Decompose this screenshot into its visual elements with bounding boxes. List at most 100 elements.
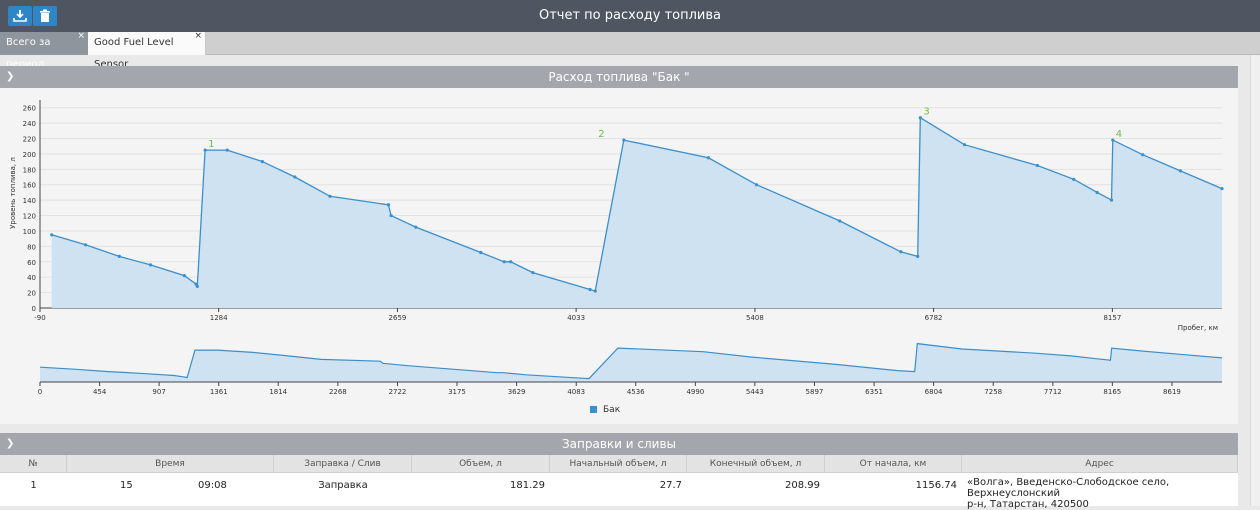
- overview-x-tick-label: 6804: [925, 388, 943, 396]
- data-point: [1035, 163, 1039, 168]
- data-point: [1109, 198, 1114, 202]
- window-title: Отчет по расходу топлива: [538, 8, 721, 23]
- data-point: [1111, 138, 1115, 142]
- data-point: [203, 148, 207, 152]
- cell-end-volume: 208.99: [785, 480, 820, 491]
- fuel-section-header[interactable]: ❯ Расход топлива "Бак ": [0, 66, 1238, 88]
- y-tick-label: 20: [27, 290, 36, 298]
- col-header-from-start[interactable]: От начала, км: [825, 455, 962, 473]
- data-point: [531, 270, 535, 275]
- tab-fuel-sensor[interactable]: Good Fuel Level Sensor ×: [88, 31, 206, 70]
- overview-x-tick-label: 6351: [865, 388, 883, 396]
- x-tick-label: 2659: [389, 314, 407, 322]
- overview-x-tick-label: 1361: [210, 388, 228, 396]
- overview-x-tick-label: 3629: [508, 388, 526, 396]
- chart-legend[interactable]: Бак: [590, 405, 620, 415]
- close-icon[interactable]: ×: [194, 31, 202, 41]
- col-header-type[interactable]: Заправка / Слив: [274, 455, 412, 473]
- overview-x-tick-label: 2268: [329, 388, 347, 396]
- col-header-address[interactable]: Адрес: [962, 455, 1238, 473]
- chevron-down-icon[interactable]: ❯: [6, 438, 15, 449]
- events-section-header[interactable]: ❯ Заправки и сливы: [0, 433, 1238, 455]
- y-axis-label: Уровень топлива, л: [9, 157, 17, 229]
- overview-x-tick-label: 4536: [627, 388, 645, 396]
- data-point: [962, 143, 967, 147]
- cell-number: 1: [30, 480, 37, 491]
- tab-total-period[interactable]: Всего за период ×: [0, 31, 88, 70]
- overview-line: [39, 342, 1223, 380]
- y-tick-label: 160: [23, 182, 36, 190]
- col-header-time[interactable]: Время: [67, 455, 274, 473]
- legend-swatch: [590, 406, 597, 413]
- col-header-start-volume[interactable]: Начальный объем, л: [550, 455, 687, 473]
- delete-button[interactable]: [33, 6, 57, 26]
- data-point: [1072, 177, 1076, 181]
- fuel-area: [51, 117, 1223, 308]
- download-button[interactable]: [8, 6, 32, 26]
- overview-x-tick-label: 8165: [1103, 388, 1121, 396]
- overview-x-tick-label: 1814: [269, 388, 287, 396]
- y-tick-label: 140: [23, 197, 36, 205]
- x-tick-label: 5408: [746, 314, 764, 322]
- data-point: [509, 260, 513, 264]
- x-tick-label: -90: [34, 314, 45, 322]
- x-tick-label: 6782: [925, 314, 943, 322]
- refuel-marker-label: 2: [598, 129, 604, 140]
- trash-icon: [40, 9, 50, 22]
- chevron-down-icon[interactable]: ❯: [6, 71, 15, 82]
- data-point: [389, 213, 393, 218]
- data-point: [50, 233, 54, 237]
- address-line-2: р-н, Татарстан, 420500: [967, 499, 1089, 510]
- data-point: [148, 263, 153, 267]
- data-point: [593, 289, 597, 293]
- cell-from-start: 1156.74: [915, 480, 957, 491]
- data-point: [1141, 153, 1145, 157]
- overview-x-tick-label: 8619: [1163, 388, 1181, 396]
- cell-time-clock: 09:08: [198, 480, 227, 491]
- y-axis-ticks: 0 20 40 60 80 100 120 140 160 180 200 220 240 260: [23, 105, 36, 313]
- overview-x-tick-label: 7258: [984, 388, 1002, 396]
- events-section-title: Заправки и сливы: [561, 437, 677, 451]
- address-line-1: «Волга», Введенско-Слободское село, Верх…: [967, 477, 1170, 499]
- data-point: [754, 183, 759, 187]
- y-tick-label: 80: [27, 243, 36, 251]
- cell-start-volume: 27.7: [659, 480, 682, 491]
- data-point: [622, 138, 626, 142]
- legend-label: Бак: [603, 405, 621, 415]
- data-point: [706, 156, 710, 160]
- overview-x-tick-label: 3175: [448, 388, 466, 396]
- vertical-scrollbar[interactable]: [1250, 55, 1260, 506]
- data-point: [838, 219, 842, 223]
- col-header-number[interactable]: №: [0, 455, 67, 473]
- data-point: [588, 287, 592, 292]
- data-point: [260, 160, 264, 164]
- data-point: [1220, 186, 1224, 191]
- data-point: [182, 274, 186, 278]
- refuel-markers: 1 2 3 4: [50, 107, 1224, 293]
- col-header-end-volume[interactable]: Конечный объем, л: [687, 455, 825, 473]
- y-tick-label: 180: [23, 166, 36, 174]
- overview-x-tick-label: 5443: [746, 388, 764, 396]
- overview-x-tick-label: 454: [93, 388, 107, 396]
- refuel-marker-label: 3: [923, 107, 929, 118]
- fuel-section-title: Расход топлива "Бак ": [548, 70, 690, 84]
- col-header-volume[interactable]: Объем, л: [412, 455, 550, 473]
- tab-bar: Всего за период × Good Fuel Level Sensor…: [0, 31, 1260, 70]
- y-tick-label: 120: [23, 213, 36, 221]
- cell-address: «Волга», Введенско-Слободское село, Верх…: [962, 474, 1238, 510]
- x-axis-label: Пробег, км: [1178, 324, 1218, 332]
- overview-x-tick-label: 7712: [1044, 388, 1062, 396]
- overview-x-tick-label: 0: [38, 388, 42, 396]
- cell-time-day: 15: [120, 480, 133, 491]
- x-tick-label: 8157: [1103, 314, 1121, 322]
- data-point: [414, 225, 418, 229]
- cell-volume: 181.29: [510, 480, 545, 491]
- cell-type: Заправка: [318, 480, 368, 491]
- close-icon[interactable]: ×: [77, 31, 85, 41]
- y-tick-label: 0: [32, 305, 36, 313]
- y-tick-label: 60: [27, 259, 36, 267]
- data-point: [502, 260, 506, 264]
- data-point: [918, 116, 922, 120]
- overview-x-tick-label: 5897: [806, 388, 824, 396]
